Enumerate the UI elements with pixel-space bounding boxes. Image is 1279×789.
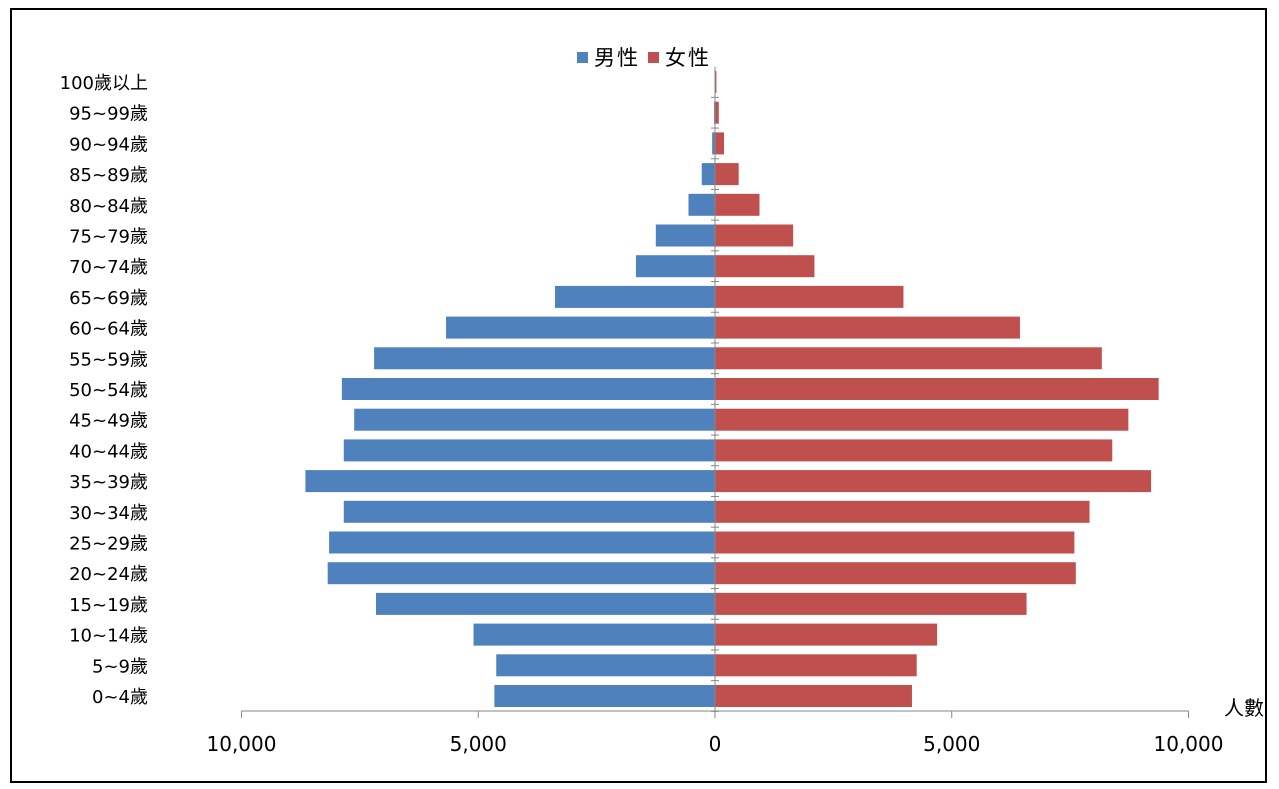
bar-female (715, 654, 917, 677)
category-label: 30~34歲 (69, 503, 148, 524)
bar-female (715, 378, 1159, 400)
legend-swatch-male (577, 51, 588, 63)
bar-male (655, 224, 715, 247)
category-label: 70~74歲 (69, 257, 148, 278)
bar-male (374, 347, 715, 370)
bar-female (715, 408, 1129, 431)
bar-male (635, 255, 715, 278)
bar-male (354, 408, 715, 431)
category-label: 35~39歲 (69, 472, 148, 493)
category-label: 75~79歲 (69, 227, 148, 248)
bar-male (343, 500, 715, 523)
bar-female (715, 224, 794, 247)
legend-item-male: 男性 (577, 42, 640, 72)
bar-female (715, 193, 760, 216)
bar-male (554, 285, 715, 308)
x-tick-label: 5,000 (450, 732, 507, 756)
bar-female (715, 685, 912, 707)
bar-female (715, 285, 904, 308)
bar-male (341, 378, 715, 400)
category-label: 25~29歲 (69, 534, 148, 555)
category-label: 95~99歲 (69, 104, 148, 125)
category-label: 90~94歲 (69, 134, 148, 155)
legend: 男性 女性 (577, 44, 719, 70)
category-label: 65~69歲 (69, 288, 148, 309)
bar-female (715, 316, 1020, 339)
category-label: 60~64歲 (69, 319, 148, 340)
bar-female (715, 562, 1076, 585)
bar-female (715, 592, 1027, 615)
bar-male (701, 163, 715, 186)
category-label: 55~59歲 (69, 349, 148, 370)
bar-female (715, 623, 938, 646)
x-tick-label: 10,000 (1154, 732, 1224, 756)
legend-item-female: 女性 (648, 42, 711, 72)
category-label: 50~54歲 (69, 380, 148, 401)
x-tick-label: 10,000 (207, 732, 277, 756)
x-axis-title: 人數 (1224, 696, 1264, 720)
bar-female (715, 101, 719, 124)
bar-female (715, 71, 717, 93)
bar-female (715, 470, 1152, 493)
bar-female (715, 347, 1102, 370)
category-label: 100歲以上 (60, 73, 148, 94)
bar-female (715, 500, 1090, 523)
category-label: 85~89歲 (69, 165, 148, 186)
bar-female (715, 439, 1113, 462)
category-label: 45~49歲 (69, 411, 148, 432)
bar-female (715, 163, 739, 186)
chart-frame: 100歲以上 95~99歲 90~94歲 85~89歲 80~84歲 75~79歲 70~7… (10, 8, 1267, 783)
bar-male (329, 531, 715, 554)
category-label: 40~44歲 (69, 441, 148, 462)
bar-male (343, 439, 715, 462)
category-label: 20~24歲 (69, 564, 148, 585)
legend-label-male: 男性 (594, 46, 640, 70)
bar-female (715, 531, 1075, 554)
bar-male (305, 470, 715, 493)
legend-label-female: 女性 (665, 46, 711, 70)
legend-swatch-female (648, 51, 659, 63)
bar-male (446, 316, 715, 339)
bar-male (712, 132, 715, 155)
x-tick-label: 5,000 (923, 732, 980, 756)
bar-male (375, 592, 715, 615)
category-label: 0~4歲 (92, 687, 148, 708)
population-pyramid-chart: 100歲以上 95~99歲 90~94歲 85~89歲 80~84歲 75~79歲 70~7… (60, 66, 1224, 756)
bar-male (688, 193, 715, 216)
bar-female (715, 132, 724, 155)
bar-male (496, 654, 715, 677)
category-label: 10~14歲 (69, 626, 148, 647)
category-label: 15~19歲 (69, 595, 148, 616)
x-tick-label: 0 (709, 732, 722, 756)
bar-male (473, 623, 715, 646)
category-label: 5~9歲 (92, 656, 148, 677)
bar-female (715, 255, 815, 278)
category-label: 80~84歲 (69, 196, 148, 217)
bar-male (494, 685, 715, 707)
bar-male (327, 562, 715, 585)
